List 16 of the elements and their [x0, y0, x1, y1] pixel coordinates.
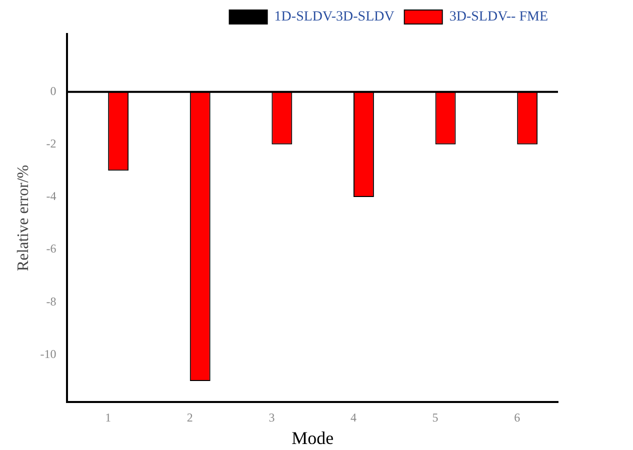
y-tick-label: -2 — [46, 136, 56, 151]
x-tick-label: 4 — [350, 410, 356, 424]
x-tick-label: 3 — [268, 410, 275, 424]
y-tick-label: -10 — [40, 346, 56, 361]
y-tick-label: -6 — [46, 242, 56, 256]
y-tick-label: -8 — [46, 294, 56, 308]
x-tick-label: 1 — [105, 410, 112, 424]
legend-label: 1D-SLDV-3D-SLDV — [274, 10, 394, 25]
legend-label: 3D-SLDV-- FME — [449, 10, 548, 25]
y-axis-title: Relative error/% — [14, 164, 32, 272]
x-tick-label: 2 — [186, 410, 193, 424]
x-tick-label: 5 — [432, 410, 438, 424]
x-axis-title: Mode — [292, 428, 334, 448]
x-tick-label: 6 — [514, 410, 520, 424]
y-tick-label: -4 — [46, 189, 56, 204]
y-tick-label: 0 — [50, 84, 56, 98]
